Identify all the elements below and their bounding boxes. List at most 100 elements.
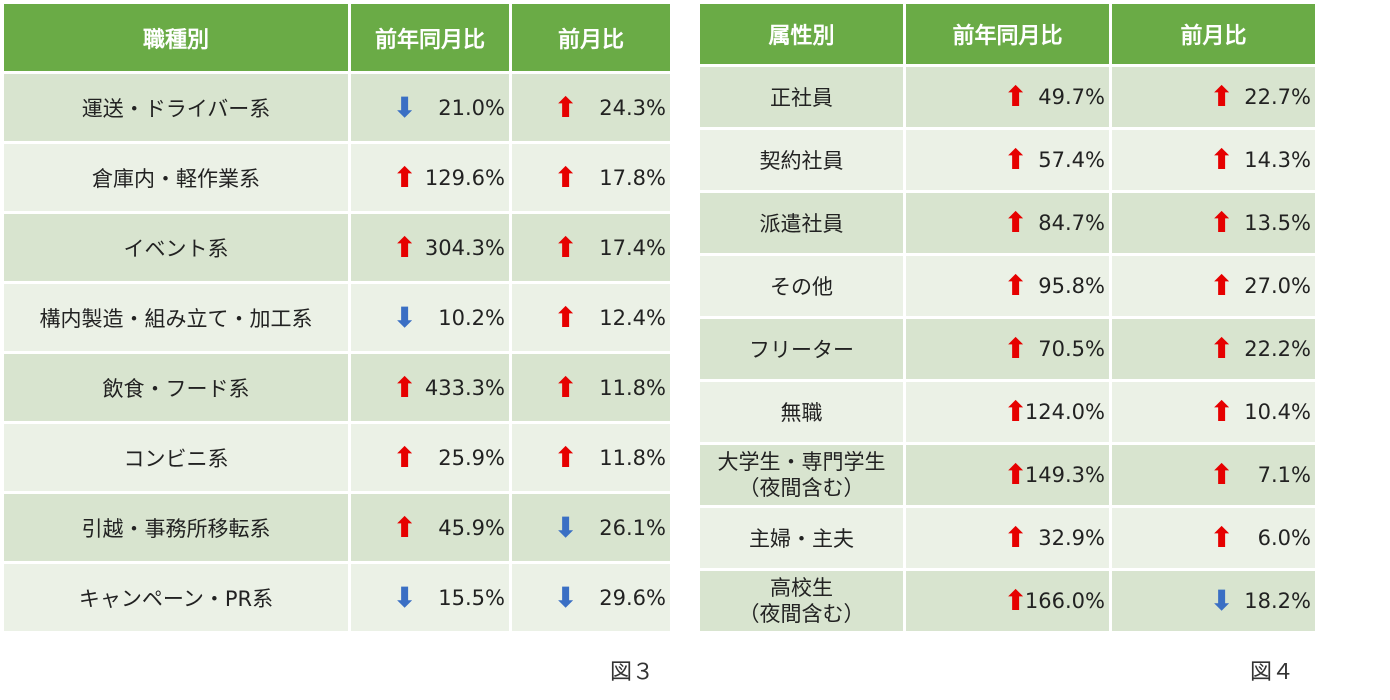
percent-value: 11.8% [599,375,666,400]
yoy-cell: ⬆ 49.7% [906,67,1109,127]
header-category: 属性別 [700,4,903,64]
percent-value: 26.1% [599,515,666,540]
percent-value: 57.4% [1038,148,1105,172]
percent-value: 304.3% [424,235,505,260]
yoy-cell: ⬆ 32.9% [906,508,1109,568]
table-row: 運送・ドライバー系 ⬇ 21.0% ⬆ 24.3% [4,74,670,141]
percent-value: 124.0% [1024,400,1105,424]
red-up-arrow-icon: ⬆ [1004,521,1028,554]
yoy-cell: ⬆ 433.3% [351,354,509,421]
percent-value: 32.9% [1038,526,1105,550]
job-type-table: 職種別 前年同月比 前月比 運送・ドライバー系 ⬇ 21.0% ⬆ 24.3% 倉庫内・軽… [1,1,673,634]
percent-value: 17.4% [599,235,666,260]
category-cell: 無職 [700,382,903,442]
red-up-arrow-icon: ⬆ [393,440,417,474]
blue-down-arrow-icon: ⬇ [1210,584,1234,617]
percent-value: 27.0% [1244,274,1311,298]
table-row: イベント系 ⬆ 304.3% ⬆ 17.4% [4,214,670,281]
percent-value: 29.6% [599,585,666,610]
yoy-cell: ⬇ 15.5% [351,564,509,631]
percent-value: 6.0% [1257,526,1311,550]
red-up-arrow-icon: ⬆ [1210,395,1234,428]
category-cell: 高校生 （夜間含む） [700,571,903,631]
percent-value: 24.3% [599,95,666,120]
category-cell: 構内製造・組み立て・加工系 [4,284,348,351]
table-row: 主婦・主夫 ⬆ 32.9% ⬆ 6.0% [700,508,1315,568]
header-category: 職種別 [4,4,348,71]
red-up-arrow-icon: ⬆ [393,370,417,404]
mom-cell: ⬆ 17.4% [512,214,670,281]
mom-cell: ⬆ 11.8% [512,424,670,491]
yoy-cell: ⬆ 166.0% [906,571,1109,631]
yoy-cell: ⬆ 70.5% [906,319,1109,379]
percent-value: 14.3% [1244,148,1311,172]
yoy-cell: ⬆ 57.4% [906,130,1109,190]
red-up-arrow-icon: ⬆ [1004,269,1028,302]
yoy-cell: ⬆ 84.7% [906,193,1109,253]
table-row: 正社員 ⬆ 49.7% ⬆ 22.7% [700,67,1315,127]
percent-value: 7.1% [1257,463,1311,487]
percent-value: 149.3% [1024,463,1105,487]
yoy-cell: ⬆ 95.8% [906,256,1109,316]
red-up-arrow-icon: ⬆ [1004,80,1028,113]
category-cell: フリーター [700,319,903,379]
percent-value: 15.5% [438,585,505,610]
yoy-cell: ⬆ 149.3% [906,445,1109,505]
percent-value: 95.8% [1038,274,1105,298]
blue-down-arrow-icon: ⬇ [393,580,417,614]
percent-value: 22.7% [1244,85,1311,109]
percent-value: 10.4% [1244,400,1311,424]
table-row: 構内製造・組み立て・加工系 ⬇ 10.2% ⬆ 12.4% [4,284,670,351]
mom-cell: ⬆ 22.2% [1112,319,1315,379]
percent-value: 166.0% [1024,589,1105,613]
table-row: 飲食・フード系 ⬆ 433.3% ⬆ 11.8% [4,354,670,421]
table-row: 契約社員 ⬆ 57.4% ⬆ 14.3% [700,130,1315,190]
percent-value: 22.2% [1244,337,1311,361]
figure-caption: 図３ [610,660,655,685]
red-up-arrow-icon: ⬆ [1210,269,1234,302]
table-row: 高校生 （夜間含む） ⬆ 166.0% ⬇ 18.2% [700,571,1315,631]
category-cell: その他 [700,256,903,316]
mom-cell: ⬆ 13.5% [1112,193,1315,253]
mom-cell: ⬇ 26.1% [512,494,670,561]
red-up-arrow-icon: ⬆ [1004,206,1028,239]
red-up-arrow-icon: ⬆ [393,230,417,264]
red-up-arrow-icon: ⬆ [1210,458,1234,491]
mom-cell: ⬆ 12.4% [512,284,670,351]
table-row: その他 ⬆ 95.8% ⬆ 27.0% [700,256,1315,316]
mom-cell: ⬆ 11.8% [512,354,670,421]
percent-value: 129.6% [424,165,505,190]
red-up-arrow-icon: ⬆ [1210,521,1234,554]
blue-down-arrow-icon: ⬇ [554,580,578,614]
percent-value: 70.5% [1038,337,1105,361]
mom-cell: ⬆ 14.3% [1112,130,1315,190]
header-yoy: 前年同月比 [351,4,509,71]
category-cell: 派遣社員 [700,193,903,253]
table-row: 無職 ⬆ 124.0% ⬆ 10.4% [700,382,1315,442]
percent-value: 25.9% [438,445,505,470]
red-up-arrow-icon: ⬆ [1210,206,1234,239]
mom-cell: ⬆ 24.3% [512,74,670,141]
mom-cell: ⬆ 22.7% [1112,67,1315,127]
table-row: フリーター ⬆ 70.5% ⬆ 22.2% [700,319,1315,379]
percent-value: 10.2% [438,305,505,330]
table-row: 倉庫内・軽作業系 ⬆ 129.6% ⬆ 17.8% [4,144,670,211]
percent-value: 12.4% [599,305,666,330]
yoy-cell: ⬆ 25.9% [351,424,509,491]
header-mom: 前月比 [512,4,670,71]
table-row: 派遣社員 ⬆ 84.7% ⬆ 13.5% [700,193,1315,253]
header-mom: 前月比 [1112,4,1315,64]
category-cell: 運送・ドライバー系 [4,74,348,141]
mom-cell: ⬆ 27.0% [1112,256,1315,316]
red-up-arrow-icon: ⬆ [393,510,417,544]
mom-cell: ⬆ 7.1% [1112,445,1315,505]
mom-cell: ⬇ 29.6% [512,564,670,631]
blue-down-arrow-icon: ⬇ [393,300,417,334]
yoy-cell: ⬆ 124.0% [906,382,1109,442]
yoy-cell: ⬇ 21.0% [351,74,509,141]
percent-value: 49.7% [1038,85,1105,109]
red-up-arrow-icon: ⬆ [554,440,578,474]
blue-down-arrow-icon: ⬇ [393,90,417,124]
category-cell: 正社員 [700,67,903,127]
mom-cell: ⬇ 18.2% [1112,571,1315,631]
